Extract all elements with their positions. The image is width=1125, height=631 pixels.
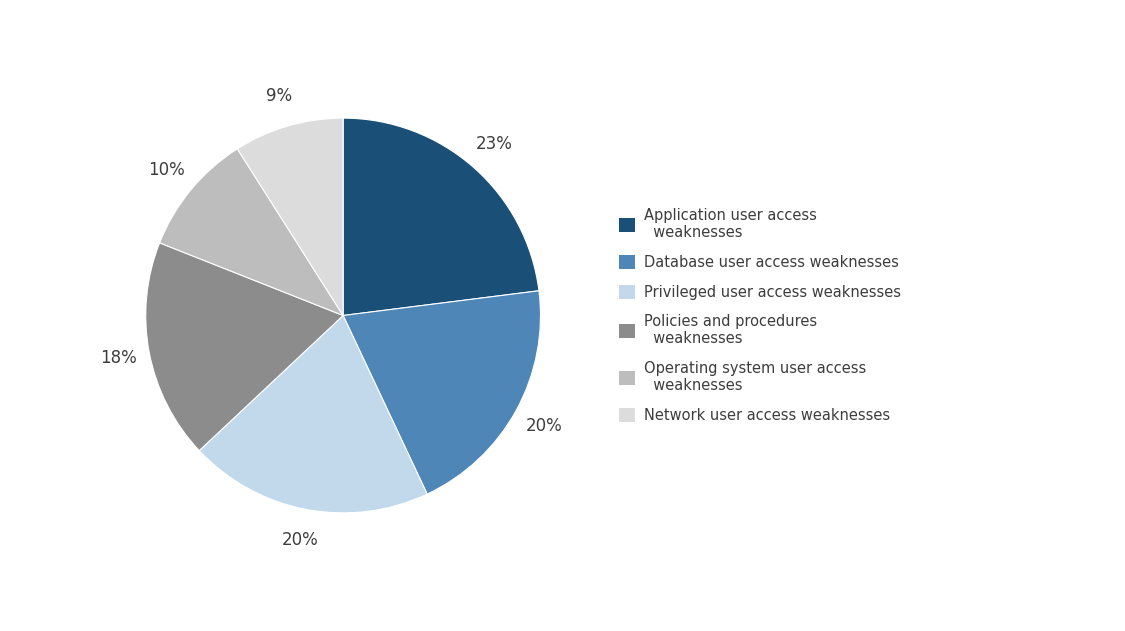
Text: 18%: 18% [100, 350, 136, 367]
Text: 20%: 20% [525, 417, 562, 435]
Wedge shape [237, 118, 343, 316]
Legend: Application user access
  weaknesses, Database user access weaknesses, Privilege: Application user access weaknesses, Data… [613, 202, 907, 429]
Wedge shape [343, 291, 540, 494]
Text: 20%: 20% [282, 531, 318, 550]
Text: 23%: 23% [476, 135, 513, 153]
Wedge shape [343, 118, 539, 316]
Wedge shape [199, 316, 428, 513]
Wedge shape [146, 243, 343, 451]
Wedge shape [160, 149, 343, 316]
Text: 10%: 10% [148, 160, 186, 179]
Text: 9%: 9% [267, 86, 292, 105]
